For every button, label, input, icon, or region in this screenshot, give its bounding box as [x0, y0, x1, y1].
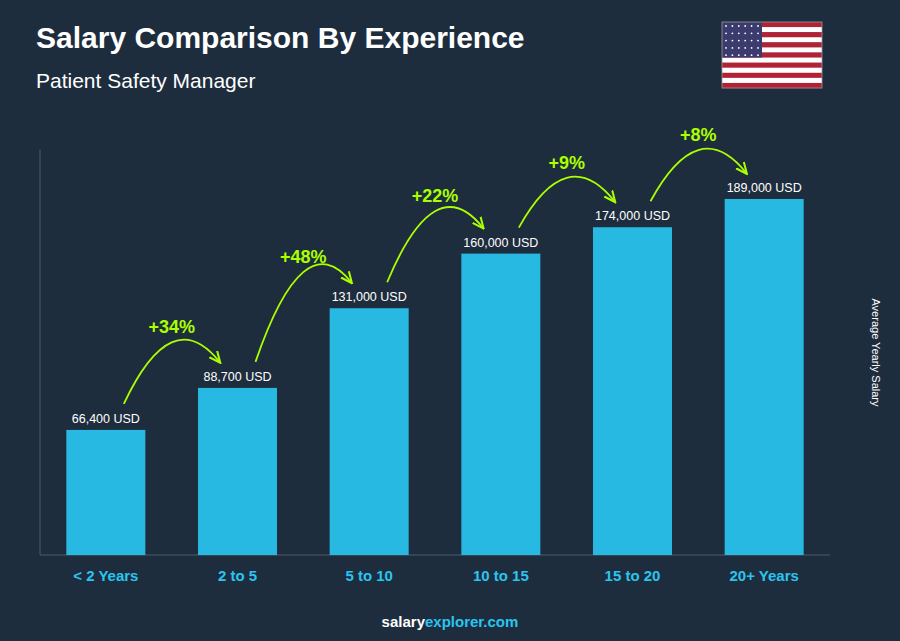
- flag-stripe: [722, 83, 822, 88]
- flag-star: [744, 54, 746, 56]
- flag-star: [725, 32, 727, 34]
- change-label: +9%: [548, 153, 585, 173]
- change-label: +34%: [148, 317, 195, 337]
- flag-stripe: [722, 68, 822, 73]
- flag-stripe: [722, 73, 822, 78]
- flag-star: [757, 25, 759, 27]
- background: [0, 0, 900, 641]
- change-arrow: [387, 207, 483, 282]
- flag-star: [725, 54, 727, 56]
- footer: salaryexplorer.com: [382, 613, 519, 630]
- flag-star: [725, 40, 727, 42]
- data-label: 131,000 USD: [332, 290, 407, 304]
- flag-star: [757, 40, 759, 42]
- footer-part: explorer.com: [425, 613, 518, 630]
- chart: Salary Comparison By Experience Patient S…: [0, 0, 900, 641]
- flag-star: [738, 54, 740, 56]
- subtitle: Patient Safety Manager: [36, 69, 255, 92]
- x-tick-label: 20+ Years: [729, 567, 798, 584]
- flag-star: [751, 25, 753, 27]
- flag-star: [751, 40, 753, 42]
- y-axis-line: [40, 150, 41, 555]
- flag-star: [744, 40, 746, 42]
- flag-star: [744, 32, 746, 34]
- flag-star: [757, 54, 759, 56]
- x-tick-label: 2 to 5: [218, 567, 257, 584]
- bars: [66, 199, 803, 555]
- flag-border: [722, 22, 822, 88]
- flag-star: [725, 25, 727, 27]
- x-tick-label: 15 to 20: [605, 567, 661, 584]
- flag-star: [744, 25, 746, 27]
- x-axis-line: [40, 555, 830, 556]
- flag-star: [738, 40, 740, 42]
- flag-stripe: [722, 58, 822, 63]
- flag-star: [757, 47, 759, 49]
- bar: [66, 430, 145, 555]
- flag-star: [751, 47, 753, 49]
- footer-part: salary: [382, 613, 426, 630]
- flag-star: [738, 47, 740, 49]
- data-label: 174,000 USD: [595, 209, 670, 223]
- change-label: +8%: [680, 125, 717, 145]
- flag-star: [732, 54, 734, 56]
- data-label: 88,700 USD: [203, 370, 271, 384]
- flag-star: [738, 32, 740, 34]
- x-tick-label: 10 to 15: [473, 567, 529, 584]
- flag-star: [751, 54, 753, 56]
- flag-star: [732, 25, 734, 27]
- flag-star: [732, 40, 734, 42]
- flag-star: [757, 32, 759, 34]
- x-tick-label: < 2 Years: [73, 567, 138, 584]
- bar: [198, 388, 277, 555]
- bar: [330, 308, 409, 555]
- data-label: 160,000 USD: [463, 236, 538, 250]
- flag-star: [751, 32, 753, 34]
- bar: [593, 227, 672, 555]
- data-label: 189,000 USD: [727, 181, 802, 195]
- title: Salary Comparison By Experience: [36, 21, 525, 54]
- bar: [725, 199, 804, 555]
- flag-star: [744, 47, 746, 49]
- data-label: 66,400 USD: [72, 412, 140, 426]
- change-arrow: [651, 149, 747, 202]
- flag-star: [738, 25, 740, 27]
- x-tick-label: 5 to 10: [345, 567, 393, 584]
- flag-star: [732, 32, 734, 34]
- change-label: +48%: [280, 247, 327, 267]
- change-arrow: [256, 264, 352, 362]
- y-axis-label: Average Yearly Salary: [870, 298, 882, 407]
- bar: [461, 254, 540, 555]
- flag-canton: [722, 22, 762, 58]
- change-arrow: [124, 340, 220, 404]
- flag-stripe: [722, 63, 822, 68]
- flag: [722, 22, 822, 88]
- change-arrow: [519, 177, 615, 228]
- flag-star: [725, 47, 727, 49]
- flag-stripe: [722, 78, 822, 83]
- flag-star: [732, 47, 734, 49]
- change-label: +22%: [412, 186, 459, 206]
